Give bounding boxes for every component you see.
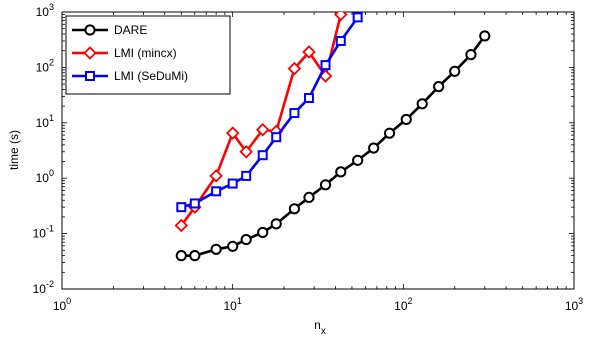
data-point-dare <box>352 154 364 166</box>
data-point-dare <box>383 127 396 139</box>
axis-ticks <box>61 12 574 290</box>
tick-exponent: 0 <box>49 168 54 178</box>
legend-marker-lmi-sedumi <box>85 71 95 81</box>
tick-base: 10 <box>36 171 50 185</box>
tick-exponent: 1 <box>237 296 242 306</box>
tick-base: 10 <box>53 299 67 313</box>
tick-base: 10 <box>565 299 579 313</box>
data-point-lmi-sedumi <box>335 35 346 46</box>
data-point-dare <box>319 179 332 191</box>
tick-base: 10 <box>394 299 408 313</box>
tick-base: 10 <box>33 282 47 296</box>
legend-label-lmi-sedumi: LMI (SeDuMi) <box>114 69 188 83</box>
legend-item-lmi-sedumi: LMI (SeDuMi) <box>72 69 188 83</box>
series-dare <box>175 30 491 262</box>
data-point-dare <box>257 226 269 239</box>
data-point-dare <box>335 166 347 178</box>
y-tick-label: 10-1 <box>33 224 54 241</box>
legend-label-lmi-mincx: LMI (mincx) <box>114 46 177 60</box>
data-point-lmi-sedumi <box>271 132 282 143</box>
data-point-lmi-sedumi <box>352 12 363 23</box>
data-point-lmi-sedumi <box>176 202 187 213</box>
data-point-lmi-sedumi <box>189 198 200 209</box>
legend-marker-lmi-mincx <box>83 46 97 60</box>
data-point-lmi-sedumi <box>241 170 252 181</box>
tick-base: 10 <box>36 5 50 19</box>
y-tick-label: 101 <box>36 113 54 130</box>
data-point-lmi-mincx <box>174 218 189 233</box>
x-tick-label: 101 <box>223 296 241 313</box>
data-point-dare <box>288 203 301 215</box>
data-point-lmi-mincx <box>287 61 302 76</box>
tick-exponent: -1 <box>46 224 54 234</box>
data-point-dare <box>175 250 187 262</box>
tick-exponent: 2 <box>408 296 413 306</box>
tick-exponent: -2 <box>46 279 54 289</box>
data-point-dare <box>449 65 461 77</box>
legend-item-dare: DARE <box>72 23 147 37</box>
tick-exponent: 2 <box>49 57 54 67</box>
legend-marker-dare <box>84 24 96 36</box>
tick-base: 10 <box>33 227 47 241</box>
data-point-lmi-sedumi <box>303 93 314 104</box>
data-point-lmi-sedumi <box>320 60 331 71</box>
data-point-dare <box>400 113 412 126</box>
data-point-lmi-mincx <box>302 45 316 59</box>
x-tick-label: 103 <box>565 296 583 313</box>
data-point-lmi-sedumi <box>257 150 268 161</box>
x-tick-label: 100 <box>53 296 71 313</box>
tick-exponent: 3 <box>49 2 54 12</box>
data-point-dare <box>240 233 252 246</box>
series-lmi-sedumi <box>176 12 363 213</box>
data-point-dare <box>479 30 491 42</box>
tick-exponent: 1 <box>49 113 54 123</box>
y-tick-label: 102 <box>36 57 54 74</box>
y-tick-label: 10-2 <box>33 279 54 296</box>
data-point-dare <box>189 250 201 262</box>
data-point-lmi-mincx <box>225 126 240 140</box>
tick-base: 10 <box>36 116 50 130</box>
x-tick-labels: 100 101 102 103 <box>53 296 583 313</box>
data-point-dare <box>465 49 477 61</box>
tick-base: 10 <box>36 60 50 74</box>
data-point-lmi-mincx <box>334 12 348 22</box>
data-point-dare <box>270 218 282 230</box>
data-point-dare <box>368 142 380 154</box>
y-tick-label: 103 <box>36 2 54 19</box>
data-point-dare <box>210 243 222 255</box>
data-point-dare <box>227 240 239 252</box>
data-point-dare <box>303 191 315 204</box>
x-axis-label: nx <box>314 318 326 337</box>
tick-exponent: 0 <box>66 296 71 306</box>
tick-base: 10 <box>223 299 237 313</box>
data-point-lmi-mincx <box>209 169 223 183</box>
data-point-dare <box>433 81 445 93</box>
x-axis-label-subscript: x <box>321 326 326 337</box>
legend: DARE LMI (mincx) LMI (SeDuMi) <box>65 15 231 95</box>
legend-item-lmi-mincx: LMI (mincx) <box>72 46 177 60</box>
data-point-lmi-sedumi <box>289 108 300 119</box>
tick-exponent: 3 <box>578 296 583 306</box>
data-point-lmi-mincx <box>255 122 270 137</box>
data-point-lmi-sedumi <box>211 186 222 197</box>
y-axis-label: time (s) <box>7 130 21 170</box>
data-point-lmi-sedumi <box>227 178 238 189</box>
y-tick-label: 100 <box>36 168 54 185</box>
legend-label-dare: DARE <box>114 23 147 37</box>
x-axis-label-main: n <box>314 318 321 332</box>
data-point-dare <box>416 98 428 110</box>
series-layer <box>174 12 491 262</box>
x-tick-label: 102 <box>394 296 412 313</box>
data-point-lmi-mincx <box>239 144 253 159</box>
